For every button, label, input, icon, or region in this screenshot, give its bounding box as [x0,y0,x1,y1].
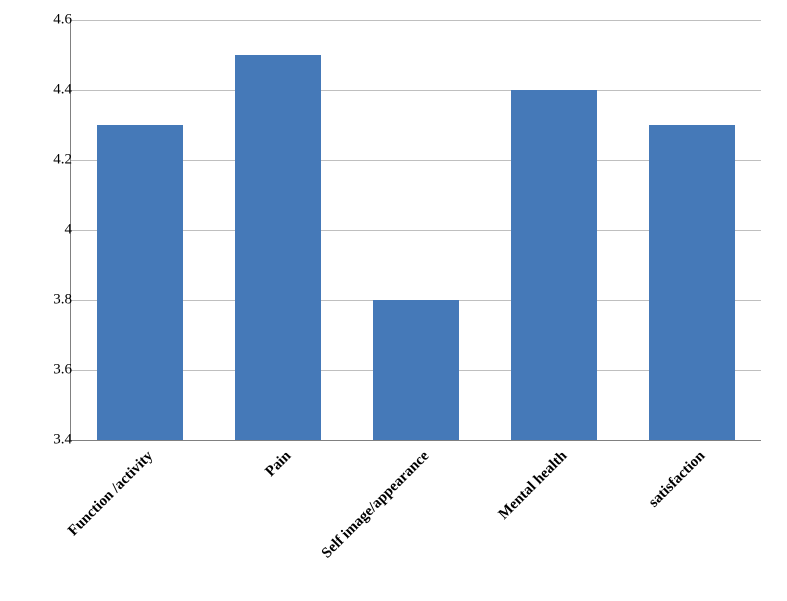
bar [511,90,597,440]
y-tick-label: 3.8 [24,292,72,309]
x-tick-label: Self image/appearance [280,448,433,601]
x-tick-label: satisfaction [556,448,709,601]
y-tick-label: 4.2 [24,152,72,169]
grid-line [71,20,761,21]
y-tick-label: 4 [24,222,72,239]
bar-chart: 3.43.63.844.24.44.6Function /activityPai… [15,10,772,550]
x-tick-label: Function /activity [4,448,157,601]
y-tick-label: 3.6 [24,362,72,379]
bar [373,300,459,440]
x-tick-label: Mental health [418,448,571,601]
bar [97,125,183,440]
y-tick-label: 4.6 [24,12,72,29]
x-tick-label: Pain [142,448,295,601]
grid-line [71,90,761,91]
bar [235,55,321,440]
bar [649,125,735,440]
y-tick-label: 4.4 [24,82,72,99]
y-tick-label: 3.4 [24,432,72,449]
plot-area [70,20,761,441]
